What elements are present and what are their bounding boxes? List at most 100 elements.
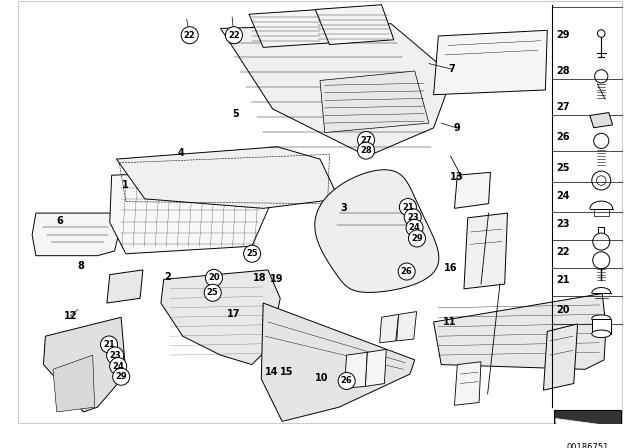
Polygon shape [221,24,452,156]
Text: 26: 26 [340,376,353,385]
Polygon shape [116,147,339,208]
Polygon shape [53,355,95,412]
Text: 24: 24 [409,223,420,233]
Circle shape [404,209,421,226]
Polygon shape [556,418,620,431]
Polygon shape [344,352,367,388]
Text: 20: 20 [557,306,570,315]
Circle shape [595,70,608,83]
Polygon shape [107,270,143,303]
Text: 27: 27 [360,135,372,145]
Polygon shape [434,293,606,369]
Text: 21: 21 [557,275,570,285]
Circle shape [399,198,417,215]
Text: 16: 16 [444,263,458,273]
Circle shape [100,336,118,353]
Circle shape [107,347,124,364]
Text: 22: 22 [557,247,570,257]
Text: 22: 22 [184,31,196,40]
Polygon shape [249,9,334,47]
Circle shape [408,230,426,247]
Circle shape [338,372,355,389]
Text: 29: 29 [115,372,127,381]
Polygon shape [315,170,439,293]
Text: 24: 24 [112,362,124,370]
Polygon shape [380,314,399,343]
Polygon shape [32,213,119,256]
Text: 11: 11 [443,318,456,327]
Text: 14: 14 [265,367,278,378]
Text: 25: 25 [207,288,219,297]
Text: 7: 7 [449,64,456,74]
Bar [554,410,621,436]
Text: 17: 17 [227,309,241,319]
Polygon shape [320,71,429,133]
Ellipse shape [592,315,611,323]
Text: 8: 8 [77,261,84,271]
Circle shape [593,233,610,250]
Text: 25: 25 [557,163,570,172]
Text: 22: 22 [228,31,240,40]
Text: 19: 19 [269,274,283,284]
Text: 9: 9 [454,123,460,133]
Text: 18: 18 [253,273,267,283]
Text: 21: 21 [402,202,413,211]
Polygon shape [397,311,417,341]
Text: 23: 23 [557,219,570,229]
Circle shape [109,358,127,375]
Text: 26: 26 [557,132,570,142]
Circle shape [596,176,606,185]
Text: 10: 10 [315,374,328,383]
Circle shape [113,368,130,385]
Circle shape [225,27,243,44]
Text: 12: 12 [63,311,77,321]
Text: 4: 4 [177,148,184,158]
Text: 28: 28 [360,146,372,155]
Polygon shape [434,30,547,95]
Text: 23: 23 [407,213,419,222]
Polygon shape [44,317,126,412]
Circle shape [358,142,374,159]
Polygon shape [543,324,577,390]
Text: 1: 1 [122,180,128,190]
Text: 28: 28 [557,66,570,76]
Text: 20: 20 [208,273,220,282]
Polygon shape [590,112,612,128]
Circle shape [593,252,610,269]
Text: 2: 2 [164,271,171,282]
Polygon shape [365,349,387,386]
Polygon shape [454,362,481,405]
Text: 21: 21 [103,340,115,349]
Circle shape [205,269,223,286]
Polygon shape [316,5,394,44]
Text: 29: 29 [557,30,570,40]
Circle shape [592,171,611,190]
Circle shape [406,220,423,237]
Circle shape [398,263,415,280]
Bar [592,319,611,334]
Polygon shape [454,172,490,208]
Circle shape [358,131,374,149]
Text: 15: 15 [280,367,293,378]
Text: 6: 6 [56,216,63,226]
Polygon shape [464,213,508,289]
Circle shape [598,30,605,37]
Text: 23: 23 [109,351,121,360]
Text: 29: 29 [411,234,423,243]
Circle shape [244,245,260,262]
Circle shape [594,134,609,148]
Polygon shape [161,270,280,365]
Text: 27: 27 [557,102,570,112]
Circle shape [204,284,221,301]
Polygon shape [110,170,271,254]
Text: 3: 3 [341,203,348,213]
Circle shape [181,27,198,44]
Polygon shape [261,303,415,422]
Text: 26: 26 [401,267,413,276]
Text: 5: 5 [232,109,239,119]
Text: 00186751: 00186751 [566,444,609,448]
Text: 13: 13 [450,172,464,182]
Text: 25: 25 [246,249,258,258]
Ellipse shape [592,330,611,338]
Text: 24: 24 [557,191,570,201]
